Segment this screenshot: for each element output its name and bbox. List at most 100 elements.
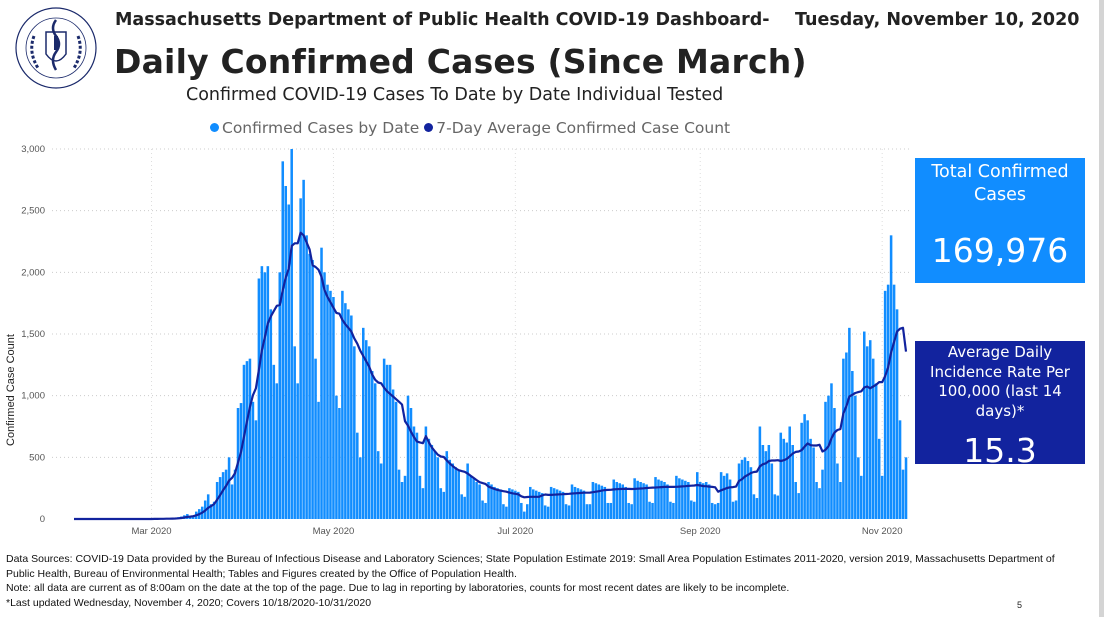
case-bar	[734, 500, 738, 519]
case-bar	[552, 488, 556, 519]
case-bar	[570, 484, 574, 519]
case-bar	[803, 414, 806, 519]
case-bar	[639, 482, 642, 519]
case-bar	[666, 484, 669, 519]
case-bar	[567, 505, 571, 519]
case-bar	[448, 459, 452, 519]
case-bar	[523, 511, 526, 519]
case-bar	[385, 364, 389, 519]
case-bar	[642, 483, 645, 519]
case-bar	[436, 457, 440, 519]
card-label: Total Confirmed Cases	[931, 162, 1069, 205]
case-bar	[874, 383, 878, 519]
legend-item-cases[interactable]: Confirmed Cases by Date	[210, 119, 419, 137]
case-bar	[475, 482, 478, 519]
case-bar	[728, 479, 732, 519]
case-bar	[713, 504, 717, 519]
case-bar	[317, 401, 320, 519]
case-bar	[579, 489, 583, 519]
case-bar	[886, 284, 890, 519]
legend-item-average[interactable]: 7-Day Average Confirmed Case Count	[424, 119, 730, 137]
case-bar	[189, 516, 192, 519]
case-bar	[827, 395, 830, 519]
case-bar	[839, 482, 842, 519]
case-bar	[857, 457, 860, 519]
case-bar	[370, 371, 374, 519]
case-bar	[615, 482, 619, 519]
case-bar	[797, 493, 800, 519]
case-bar	[245, 361, 249, 519]
case-bar	[710, 502, 714, 519]
case-bar	[585, 504, 589, 519]
case-bar	[302, 179, 305, 520]
case-bar	[612, 479, 616, 519]
case-bar	[308, 253, 311, 519]
case-bar	[591, 482, 595, 519]
case-bar	[376, 451, 380, 519]
legend-label: 7-Day Average Confirmed Case Count	[436, 119, 731, 137]
x-tick-label: Jul 2020	[497, 526, 533, 537]
case-bar	[737, 463, 741, 519]
case-bar	[833, 408, 836, 519]
case-bar	[460, 494, 463, 519]
scrollbar[interactable]	[1099, 0, 1104, 617]
case-bar	[731, 501, 735, 519]
legend-dot-icon	[210, 123, 219, 132]
y-tick-label: 3,000	[21, 144, 45, 155]
case-bar	[854, 395, 857, 519]
case-bar	[454, 467, 457, 519]
case-bar	[394, 401, 398, 519]
case-bar	[725, 473, 729, 519]
case-bar	[341, 290, 344, 519]
case-bar	[502, 504, 505, 519]
case-bar	[863, 331, 866, 519]
case-bar	[600, 485, 604, 519]
case-bar	[505, 506, 508, 519]
case-bar	[439, 488, 443, 519]
case-bar	[842, 358, 845, 519]
case-bar	[609, 502, 613, 519]
case-bar	[457, 469, 460, 519]
case-bar	[851, 371, 854, 519]
case-bar	[373, 383, 377, 519]
case-bar	[388, 364, 392, 519]
y-tick-label: 2,500	[21, 206, 45, 217]
case-bar	[192, 515, 195, 519]
case-bar	[543, 505, 547, 519]
case-bar	[275, 383, 279, 519]
case-bar	[281, 161, 285, 520]
case-bar	[326, 284, 329, 519]
case-bar	[529, 486, 532, 519]
case-bar	[672, 502, 675, 519]
case-bar	[860, 475, 863, 519]
page-number: 5	[1017, 600, 1023, 610]
legend-dot-icon	[424, 123, 434, 132]
case-bar	[508, 488, 511, 519]
case-bar	[883, 290, 887, 519]
case-bar	[630, 504, 633, 519]
case-bar	[898, 420, 902, 519]
case-bar	[391, 389, 395, 519]
case-bar	[582, 490, 586, 519]
case-bar	[367, 346, 371, 519]
case-bar	[499, 489, 502, 519]
data-sources-text: Data Sources: COVID-19 Data provided by …	[6, 553, 1055, 580]
case-bar	[463, 496, 466, 519]
case-bar	[815, 482, 818, 519]
card-label: Average Daily Incidence Rate Per 100,000…	[930, 343, 1070, 420]
last-updated-text: *Last updated Wednesday, November 4, 202…	[6, 596, 372, 609]
case-bar	[344, 303, 347, 519]
case-bar	[654, 477, 657, 519]
case-bar	[681, 479, 684, 519]
case-bar	[800, 422, 803, 519]
case-bar	[880, 475, 884, 519]
case-bar	[320, 247, 323, 519]
case-bar	[353, 346, 356, 519]
case-bar	[445, 451, 449, 519]
case-bar	[824, 401, 827, 519]
report-date: Tuesday, November 10, 2020	[795, 10, 1080, 30]
case-bar	[403, 475, 407, 519]
case-bar	[848, 327, 851, 519]
case-bar	[761, 445, 765, 519]
case-bar	[868, 340, 872, 519]
